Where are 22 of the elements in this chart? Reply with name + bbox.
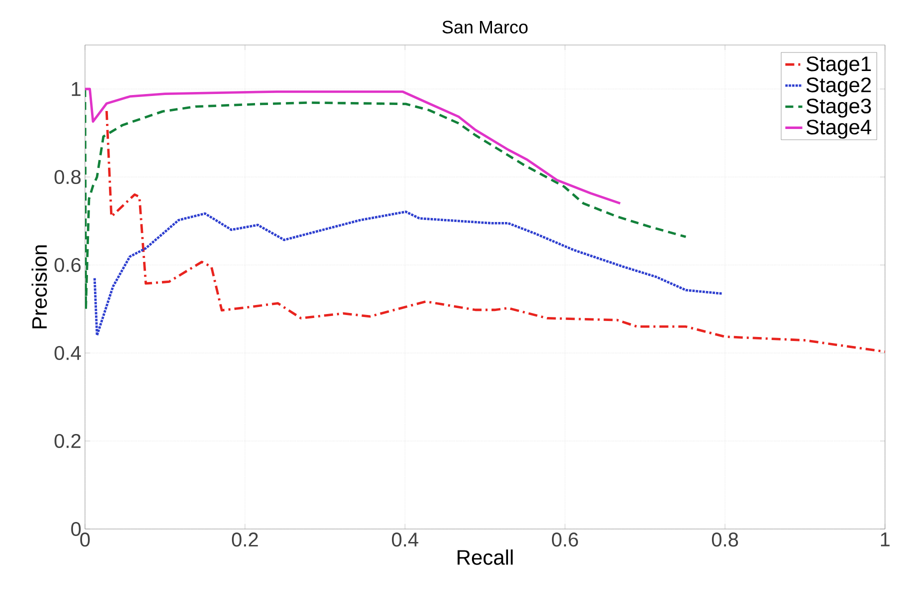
line-series bbox=[93, 210, 724, 337]
x-axis-title: Recall bbox=[458, 549, 513, 565]
chart-title: San Marco bbox=[442, 20, 528, 34]
x-tick-label: 0.2 bbox=[232, 532, 258, 547]
y-axis-title: Precision bbox=[32, 245, 47, 328]
y-tick-label: 0.8 bbox=[54, 170, 81, 184]
y-tick-label: 1 bbox=[72, 82, 81, 96]
x-tick-label: 0.8 bbox=[712, 532, 738, 547]
legend-label: Stage1 bbox=[806, 56, 871, 76]
x-tick-label: 0.4 bbox=[392, 532, 418, 547]
y-tick-label: 0.6 bbox=[54, 258, 81, 272]
y-tick-label: 0.2 bbox=[54, 434, 80, 448]
line-series bbox=[85, 88, 622, 205]
legend-label: Stage4 bbox=[806, 120, 872, 139]
x-tick-label: 1 bbox=[880, 532, 890, 546]
x-tick-label: 0 bbox=[80, 532, 90, 547]
legend-label: Stage3 bbox=[806, 98, 871, 118]
y-tick-label: 0 bbox=[71, 522, 81, 536]
x-tick-label: 0.6 bbox=[552, 532, 578, 547]
y-tick-label: 0.4 bbox=[54, 346, 81, 360]
line-series bbox=[85, 88, 688, 310]
legend-label: Stage2 bbox=[806, 78, 871, 96]
